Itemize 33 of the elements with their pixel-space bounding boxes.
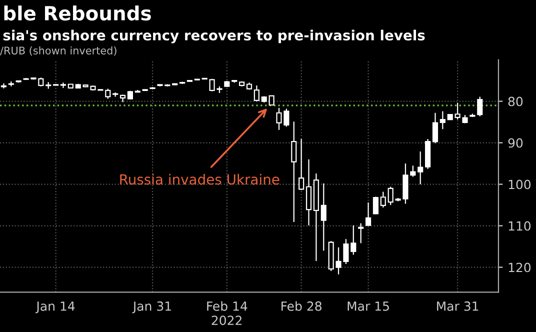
annotation: Russia invades Ukraine <box>120 174 280 185</box>
candlestick <box>60 82 66 89</box>
x-tick-label: Mar 31 <box>437 301 478 311</box>
candlestick <box>440 110 446 130</box>
candlestick <box>380 191 386 208</box>
x-tick-label: Mar 15 <box>348 302 389 311</box>
candlestick <box>418 150 424 185</box>
y-tick-label: 80 <box>508 96 523 106</box>
candlestick <box>477 96 483 117</box>
candlestick <box>105 88 111 100</box>
y-tick-label: 110 <box>508 221 531 231</box>
x-tick-label: Feb 28 <box>282 301 322 311</box>
candlestick <box>388 186 394 206</box>
y-tick-label: 90 <box>508 138 523 148</box>
x-tick-label: Jan 31 <box>132 301 171 314</box>
y-tick-label: 120 <box>508 262 531 272</box>
candlestick <box>365 202 372 226</box>
candlestick <box>432 112 438 144</box>
candlestick <box>350 224 356 256</box>
candlestick <box>291 121 297 223</box>
y-axis-title: /RUB (shown inverted) <box>0 46 116 56</box>
candlestick <box>254 84 260 102</box>
x-axis-title: 2022 <box>212 316 242 326</box>
y-tick-label: 100 <box>508 180 531 190</box>
candlestick <box>372 196 379 215</box>
chart-subtitle: sia's onshore currency recovers to pre-invasion levels <box>3 30 425 44</box>
x-tick-label: Jan 14 <box>36 302 75 314</box>
candlestick <box>306 158 312 226</box>
chart-title: ble Rebounds <box>4 6 151 21</box>
x-tick-label: Feb 14 <box>207 301 248 311</box>
candlestick <box>298 138 304 191</box>
candlestick <box>358 222 364 244</box>
candlestick <box>320 182 326 252</box>
